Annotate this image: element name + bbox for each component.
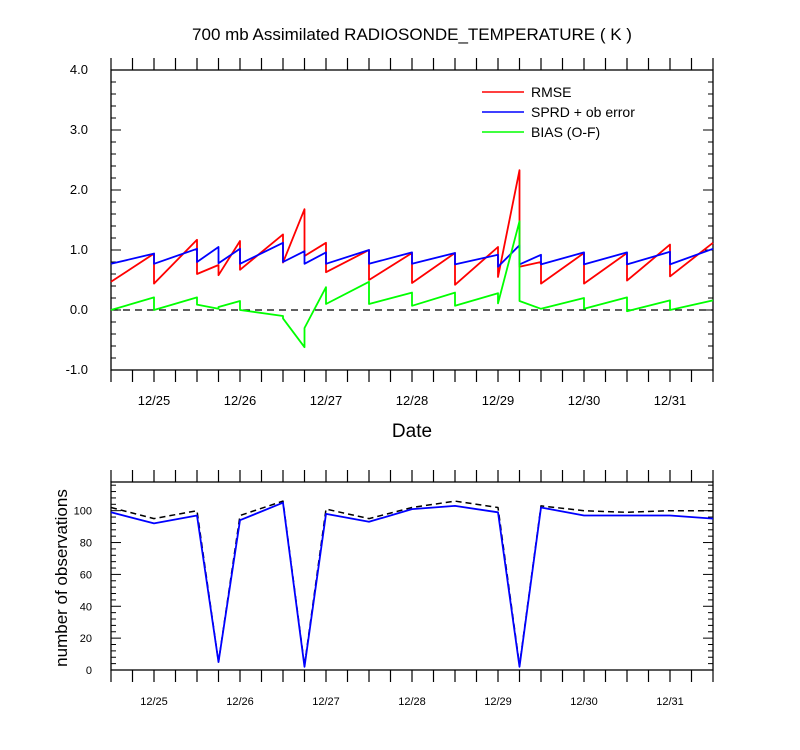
top-x-tick-label: 12/30 <box>568 393 601 408</box>
top-y-tick-label: 0.0 <box>70 302 88 317</box>
bottom-x-tick-label: 12/29 <box>484 696 512 708</box>
bottom-series-assimilated-observations <box>110 501 714 668</box>
legend-label-bias: BIAS (O-F) <box>531 124 600 140</box>
bottom-y-tick-label: 80 <box>80 538 92 550</box>
bottom-y-tick-label: 60 <box>80 569 92 581</box>
top-x-tick-label: 12/27 <box>310 393 343 408</box>
bottom-panel: 0 20 40 60 80 100 12/25 12/26 12/27 12/28 12/29 12/… <box>74 470 714 708</box>
bottom-y-tick-label: 0 <box>86 665 92 677</box>
bottom-y-tick-label: 100 <box>74 506 92 518</box>
top-y-tick-label: -1.0 <box>66 362 88 377</box>
legend-label-rmse: RMSE <box>531 84 571 100</box>
bottom-x-tick-label: 12/26 <box>226 696 254 708</box>
bottom-y-tick-label: 20 <box>80 633 92 645</box>
bottom-y-tick-label: 40 <box>80 601 92 613</box>
legend-label-spread: SPRD + ob error <box>531 104 635 120</box>
bottom-x-tick-label: 12/25 <box>140 696 168 708</box>
bottom-plot-frame <box>110 481 714 671</box>
chart-title: 700 mb Assimilated RADIOSONDE_TEMPERATUR… <box>192 25 632 44</box>
top-series-bias-o-f <box>110 220 714 349</box>
top-x-tick-label: 12/25 <box>138 393 171 408</box>
top-x-tick-label: 12/29 <box>482 393 515 408</box>
top-y-tick-label: 2.0 <box>70 182 88 197</box>
top-x-tick-label: 12/28 <box>396 393 429 408</box>
top-x-tick-label: 12/26 <box>224 393 257 408</box>
top-panel: -1.0 0.0 1.0 2.0 3.0 4.0 12/25 12/26 12/27 12/28 1… <box>66 58 714 408</box>
top-series-rmse <box>110 169 714 286</box>
bottom-x-tick-label: 12/31 <box>656 696 684 708</box>
x-axis-label: Date <box>392 421 432 442</box>
y-axis-label-bottom: number of observations <box>52 489 71 667</box>
bottom-x-tick-label: 12/30 <box>570 696 598 708</box>
legend: RMSE SPRD + ob error BIAS (O-F) <box>482 84 635 140</box>
top-series-sprd-ob-error <box>110 241 714 268</box>
bottom-x-tick-label: 12/27 <box>312 696 340 708</box>
top-x-tick-label: 12/31 <box>654 393 687 408</box>
bottom-series-possible-observations <box>110 500 713 666</box>
top-y-tick-label: 4.0 <box>70 62 88 77</box>
top-y-tick-label: 1.0 <box>70 242 88 257</box>
top-y-tick-label: 3.0 <box>70 122 88 137</box>
bottom-x-tick-label: 12/28 <box>398 696 426 708</box>
